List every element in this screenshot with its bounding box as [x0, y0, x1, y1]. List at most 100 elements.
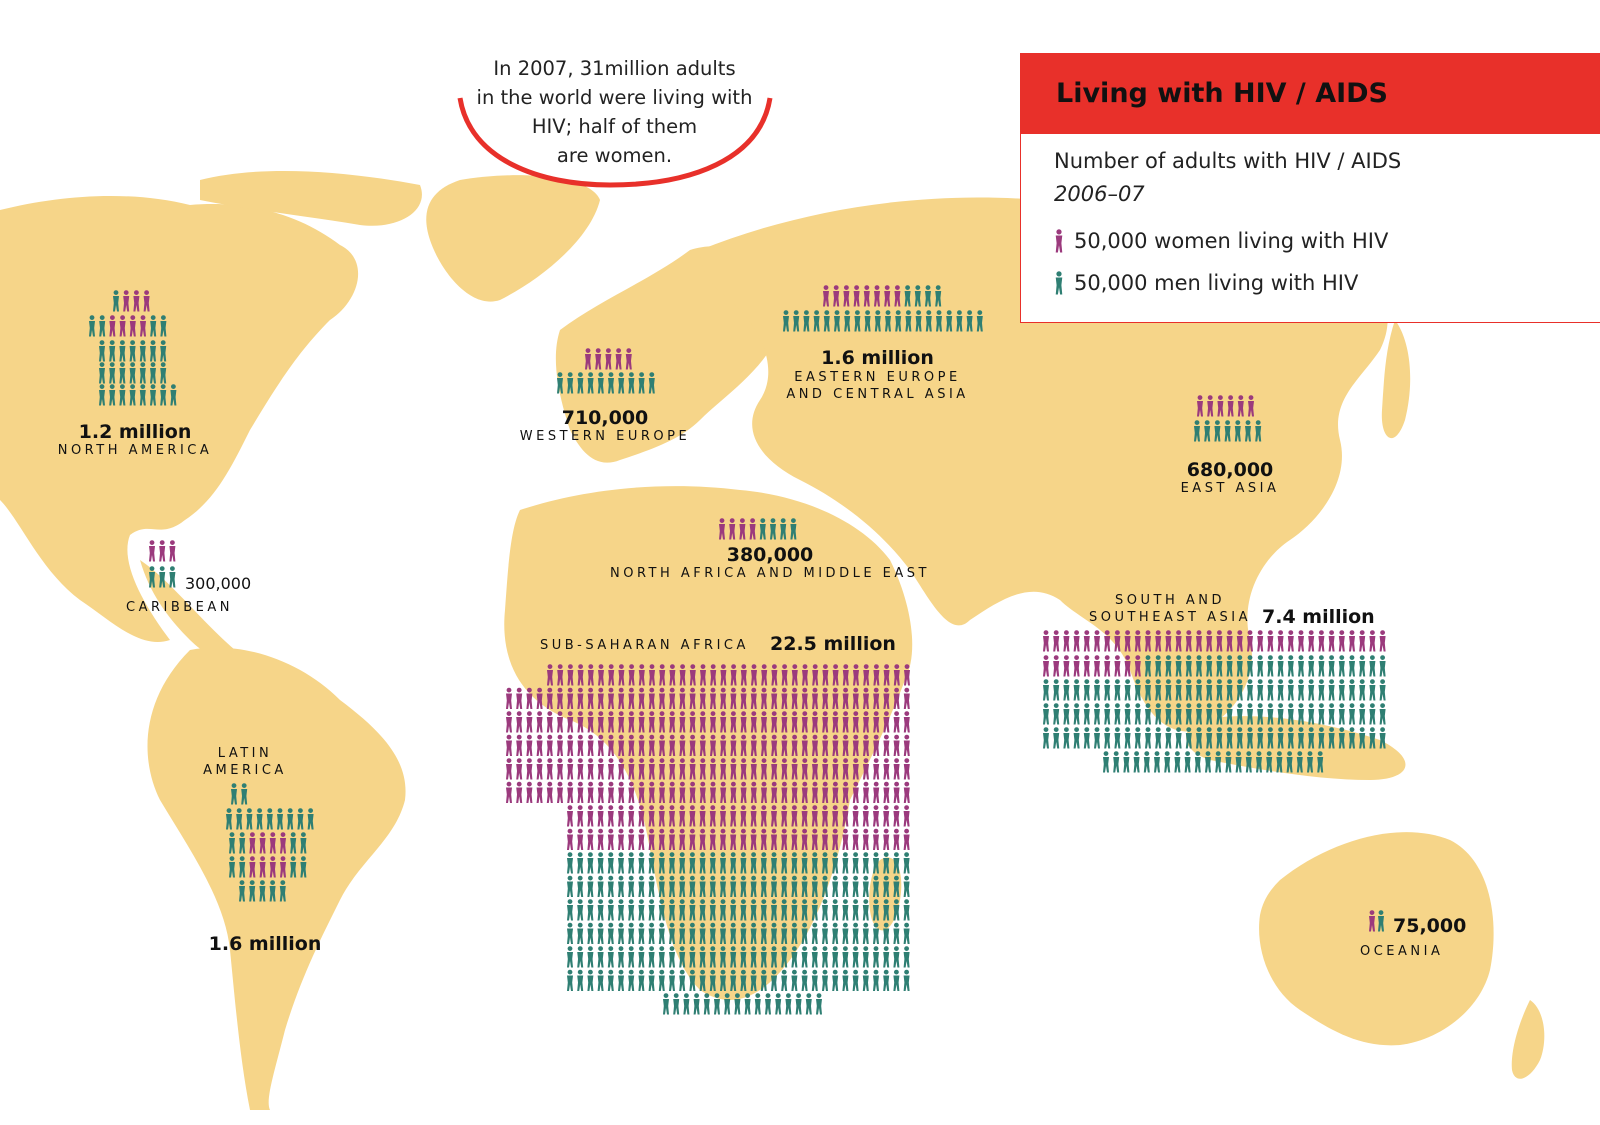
legend-men-label: 50,000 men living with HIV — [1074, 271, 1359, 295]
man-figure-icon — [587, 852, 594, 874]
man-figure-icon — [1104, 703, 1111, 725]
woman-figure-icon — [536, 711, 543, 733]
region-latin-america-value: 1.6 million — [208, 933, 322, 955]
woman-figure-icon — [1338, 630, 1345, 652]
region-value: 380,000 — [726, 544, 814, 566]
woman-figure-icon — [577, 828, 584, 850]
man-figure-icon — [597, 922, 604, 944]
woman-figure-icon — [862, 805, 869, 827]
woman-figure-icon — [597, 734, 604, 756]
man-figure-icon — [1083, 703, 1090, 725]
woman-figure-icon — [526, 781, 533, 803]
woman-figure-icon — [506, 781, 512, 803]
woman-figure-icon — [842, 828, 849, 850]
man-figure-icon — [1215, 751, 1222, 773]
man-figure-icon — [754, 993, 761, 1015]
man-figure-icon — [832, 922, 839, 944]
man-figure-icon — [1053, 703, 1060, 725]
woman-figure-icon — [1124, 655, 1131, 677]
region-eastern-europe: 1.6 million EASTERN EUROPE AND CENTRAL A… — [770, 347, 985, 403]
woman-figure-icon — [567, 711, 574, 733]
man-figure-icon — [852, 922, 859, 944]
man-figure-icon — [673, 993, 680, 1015]
man-figure-icon — [1257, 655, 1264, 677]
woman-figure-icon — [1053, 630, 1060, 652]
man-figure-icon — [1359, 703, 1366, 725]
man-figure-icon — [1247, 655, 1253, 677]
region-sub-saharan-name: SUB-SAHARAN AFRICA — [540, 638, 749, 653]
woman-figure-icon — [1308, 630, 1315, 652]
man-figure-icon — [567, 852, 573, 874]
man-figure-icon — [883, 969, 890, 991]
man-figure-icon — [658, 899, 665, 921]
man-figure-icon — [1194, 751, 1201, 773]
woman-figure-icon — [526, 758, 533, 780]
woman-figure-icon — [587, 758, 594, 780]
man-figure-icon — [638, 899, 645, 921]
man-figure-icon — [873, 922, 879, 944]
woman-figure-icon — [1063, 655, 1070, 677]
woman-figure-icon — [506, 687, 512, 709]
woman-figure-icon — [852, 805, 859, 827]
man-figure-icon — [577, 946, 584, 968]
man-figure-icon — [744, 993, 751, 1015]
man-figure-icon — [1123, 751, 1130, 773]
woman-figure-icon — [587, 734, 594, 756]
woman-figure-icon — [893, 781, 900, 803]
man-figure-icon — [1379, 703, 1386, 725]
man-figure-icon — [1298, 655, 1304, 677]
woman-figure-icon — [883, 734, 890, 756]
man-figure-icon — [1287, 679, 1294, 701]
woman-figure-icon — [618, 805, 624, 827]
man-figure-icon — [893, 922, 900, 944]
woman-figure-icon — [1094, 655, 1100, 677]
woman-figure-icon — [893, 828, 900, 850]
man-figure-icon — [883, 946, 890, 968]
legend-period: 2006–07 — [1054, 182, 1145, 206]
man-figure-icon — [567, 899, 573, 921]
man-figure-icon — [1175, 727, 1182, 749]
woman-figure-icon — [516, 781, 523, 803]
woman-figure-icon — [893, 734, 900, 756]
man-figure-icon — [1338, 655, 1345, 677]
man-figure-icon — [852, 852, 859, 874]
man-figure-icon — [862, 946, 869, 968]
land-asia — [700, 197, 1388, 732]
man-figure-icon — [1328, 655, 1335, 677]
region-east-asia: 680,000 EAST ASIA — [1150, 459, 1310, 496]
woman-figure-icon — [608, 781, 614, 803]
man-figure-icon — [618, 899, 624, 921]
man-figure-icon — [587, 969, 594, 991]
legend-title: Living with HIV / AIDS — [1021, 54, 1600, 134]
man-figure-icon — [852, 899, 859, 921]
man-figure-icon — [648, 946, 655, 968]
man-figure-icon — [791, 969, 798, 991]
woman-figure-icon — [546, 758, 553, 780]
man-figure-icon — [587, 946, 594, 968]
man-figure-icon — [658, 946, 665, 968]
woman-figure-icon — [903, 805, 910, 827]
man-figure-icon — [903, 969, 910, 991]
woman-figure-icon — [587, 781, 594, 803]
man-figure-icon — [628, 899, 635, 921]
woman-figure-icon — [1318, 630, 1325, 652]
man-figure-icon — [781, 969, 788, 991]
man-figure-icon — [648, 969, 655, 991]
man-figure-icon — [679, 969, 686, 991]
man-figure-icon — [1155, 703, 1162, 725]
woman-figure-icon — [903, 687, 910, 709]
man-figure-icon — [1053, 727, 1060, 749]
callout-line-1: In 2007, 31million adults — [493, 57, 736, 80]
man-figure-icon — [822, 969, 828, 991]
woman-figure-icon — [1328, 630, 1335, 652]
man-figure-icon — [1236, 679, 1243, 701]
woman-figure-icon — [1073, 630, 1080, 652]
man-figure-icon — [801, 922, 808, 944]
man-figure-icon — [1318, 679, 1325, 701]
woman-figure-icon — [516, 687, 523, 709]
region-sub-saharan-value: 22.5 million — [770, 633, 896, 655]
man-figure-icon — [714, 993, 720, 1015]
woman-figure-icon — [567, 828, 573, 850]
man-figure-icon — [567, 969, 573, 991]
